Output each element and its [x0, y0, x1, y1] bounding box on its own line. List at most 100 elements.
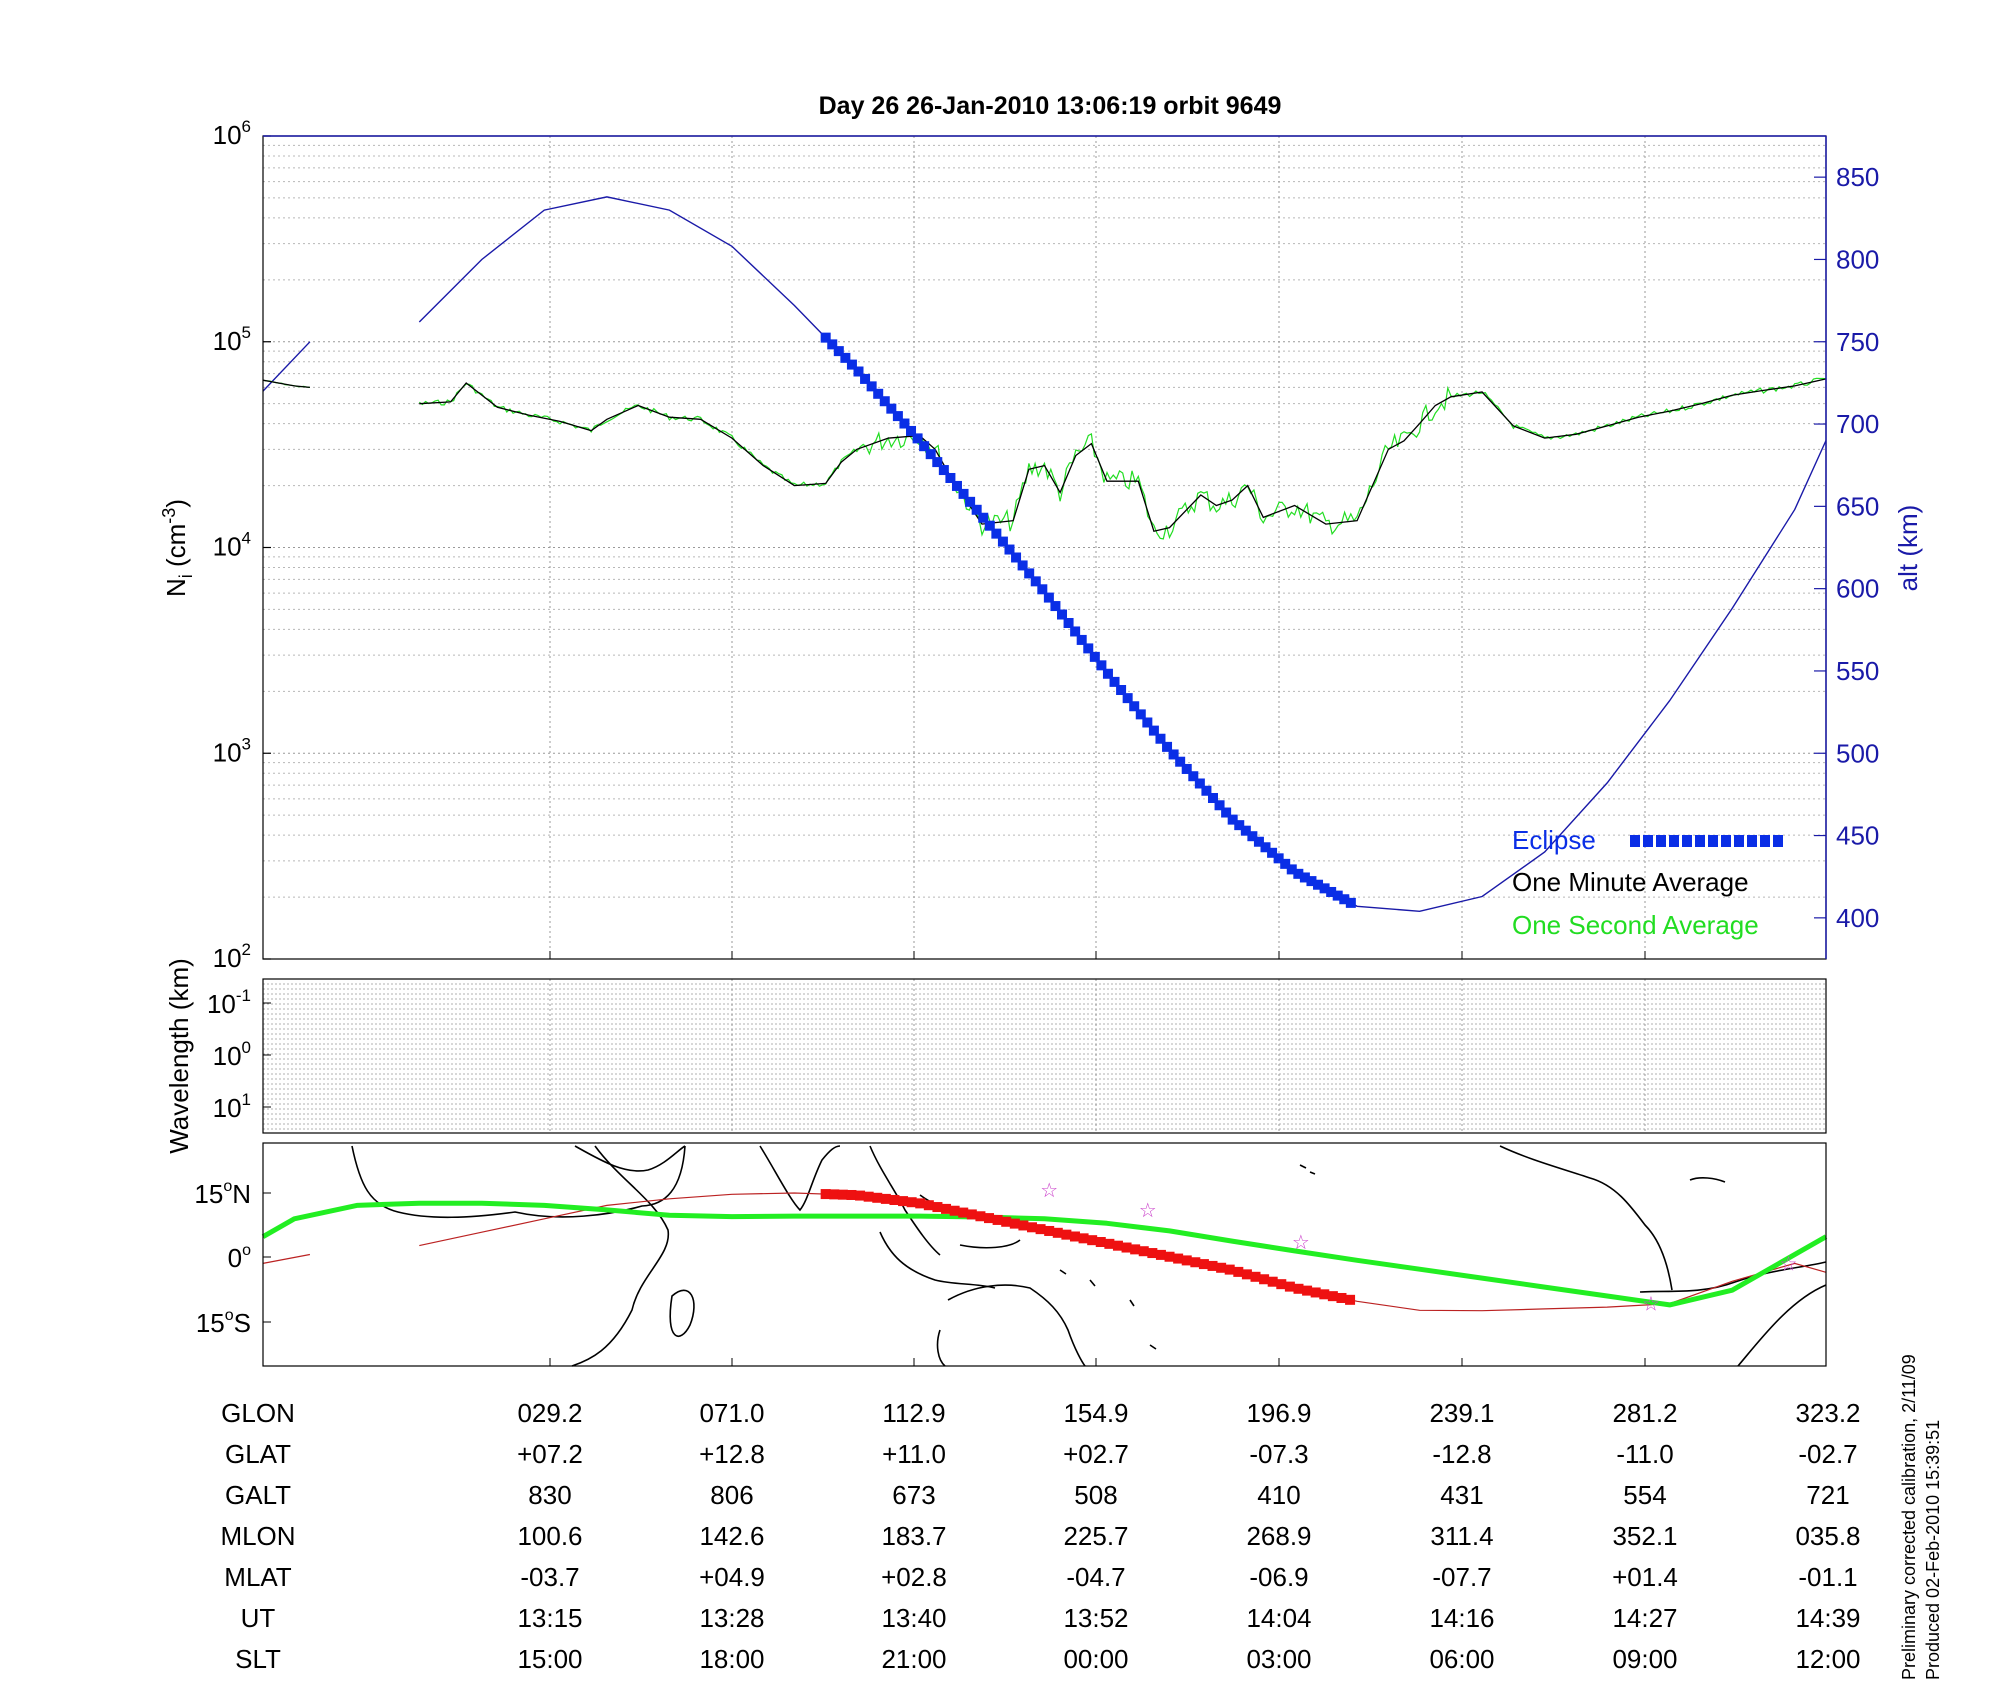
coast-south-africa — [571, 1145, 669, 1367]
star-marker: ☆ — [1292, 1232, 1310, 1254]
ephemeris-cell: 035.8 — [1795, 1521, 1860, 1551]
wavelength-tick-label: 101 — [213, 1090, 251, 1123]
y-tick-label: 102 — [213, 940, 251, 973]
eclipse-marker — [1227, 814, 1238, 825]
eclipse-track-marker — [941, 1203, 952, 1214]
ephemeris-cell: 554 — [1623, 1480, 1666, 1510]
eclipse-marker — [965, 496, 976, 507]
eclipse-marker — [892, 411, 903, 422]
legend-eclipse-marker — [1773, 835, 1783, 847]
eclipse-track-marker — [1087, 1235, 1098, 1246]
geographic-track — [262, 1253, 311, 1264]
ephemeris-cell: 14:16 — [1429, 1603, 1494, 1633]
eclipse-marker — [1050, 601, 1061, 612]
ephemeris-row-label: SLT — [235, 1644, 281, 1674]
eclipse-track-marker — [1259, 1274, 1270, 1285]
ephemeris-cell: 281.2 — [1612, 1398, 1677, 1428]
eclipse-marker — [1162, 741, 1173, 752]
map-tick-label: 15oN — [194, 1178, 251, 1209]
eclipse-track-marker — [1061, 1229, 1072, 1240]
eclipse-marker — [1221, 807, 1232, 818]
eclipse-track-marker — [1009, 1218, 1020, 1229]
eclipse-marker — [984, 520, 995, 531]
eclipse-track-marker — [1198, 1259, 1209, 1270]
eclipse-track-marker — [1207, 1260, 1218, 1271]
legend-eclipse-marker — [1669, 835, 1679, 847]
eclipse-marker — [1011, 552, 1022, 563]
eclipse-marker — [997, 536, 1008, 547]
map-tick-hemisphere: N — [232, 1179, 251, 1209]
ephemeris-cell: 508 — [1074, 1480, 1117, 1510]
eclipse-marker — [1004, 544, 1015, 555]
y-tick-label: 103 — [213, 734, 251, 767]
eclipse-marker — [919, 441, 930, 452]
eclipse-track-marker — [1018, 1220, 1029, 1231]
eclipse-marker — [1102, 668, 1113, 679]
eclipse-marker — [853, 366, 864, 377]
wavelength-tick-label: 10-1 — [207, 986, 251, 1019]
eclipse-track-marker — [1345, 1294, 1356, 1305]
map-tick-degree: 15 — [196, 1308, 225, 1338]
alt-tick-label: 550 — [1836, 656, 1879, 686]
eclipse-marker — [1135, 709, 1146, 720]
eclipse-track-marker — [1293, 1283, 1304, 1294]
eclipse-marker — [1188, 771, 1199, 782]
coast-south-america — [1639, 1261, 1827, 1367]
legend-eclipse-marker — [1747, 835, 1757, 847]
legend-eclipse-marker — [1643, 835, 1653, 847]
eclipse-marker — [1116, 685, 1127, 696]
ephemeris-cell: 14:39 — [1795, 1603, 1860, 1633]
ephemeris-cell: 13:15 — [517, 1603, 582, 1633]
eclipse-marker — [1332, 890, 1343, 901]
y-tick-exp: 2 — [242, 940, 251, 959]
map-tick-degree: 15 — [194, 1179, 223, 1209]
legend-eclipse-marker — [1682, 835, 1692, 847]
eclipse-marker — [971, 504, 982, 515]
eclipse-marker — [938, 465, 949, 476]
density-grid — [263, 136, 1826, 959]
ephemeris-cell: +11.0 — [882, 1439, 946, 1469]
ephemeris-cell: 21:00 — [881, 1644, 946, 1674]
eclipse-marker — [1214, 800, 1225, 811]
chart-title: Day 26 26-Jan-2010 13:06:19 orbit 9649 — [819, 92, 1282, 120]
ephemeris-cell: 100.6 — [517, 1521, 582, 1551]
eclipse-track-marker — [1224, 1264, 1235, 1275]
ephemeris-cell: 06:00 — [1429, 1644, 1494, 1674]
eclipse-marker — [1043, 592, 1054, 603]
eclipse-marker — [1286, 864, 1297, 875]
eclipse-track-marker — [1155, 1249, 1166, 1260]
ephemeris-cell: +02.7 — [1063, 1439, 1129, 1469]
ephemeris-cell: +04.9 — [699, 1562, 765, 1592]
eclipse-track-marker — [863, 1191, 874, 1202]
eclipse-track-marker — [1078, 1233, 1089, 1244]
eclipse-track-marker — [984, 1213, 995, 1224]
density-y-label: Ni (cm-3) — [159, 499, 196, 597]
map-frame — [262, 1142, 1827, 1367]
eclipse-marker — [1096, 660, 1107, 671]
star-marker: ☆ — [1780, 1253, 1798, 1275]
eclipse-marker — [1234, 820, 1245, 831]
eclipse-marker — [1037, 584, 1048, 595]
ephemeris-cell: 142.6 — [699, 1521, 764, 1551]
degree-sign: o — [223, 1178, 232, 1195]
eclipse-marker — [1319, 883, 1330, 894]
produced-note: Produced 02-Feb-2010 15:39:51 — [1923, 1420, 1943, 1680]
eclipse-marker — [1240, 825, 1251, 836]
eclipse-track-marker — [1001, 1216, 1012, 1227]
wavelength-tick-exp: 0 — [242, 1038, 251, 1057]
ephemeris-row-label: GALT — [225, 1480, 291, 1510]
calibration-note: Preliminary corrected calibration, 2/11/… — [1899, 1354, 1919, 1680]
ephemeris-cell: 09:00 — [1612, 1644, 1677, 1674]
eclipse-marker — [879, 396, 890, 407]
ephemeris-cell: -03.7 — [520, 1562, 579, 1592]
ephemeris-row-label: GLAT — [225, 1439, 291, 1469]
eclipse-marker — [1345, 897, 1356, 908]
eclipse-marker — [1280, 858, 1291, 869]
eclipse-marker — [1057, 609, 1068, 620]
eclipse-track-marker — [1147, 1248, 1158, 1259]
eclipse-marker — [860, 373, 871, 384]
y-tick-label: 104 — [213, 529, 251, 562]
eclipse-marker — [1313, 879, 1324, 890]
